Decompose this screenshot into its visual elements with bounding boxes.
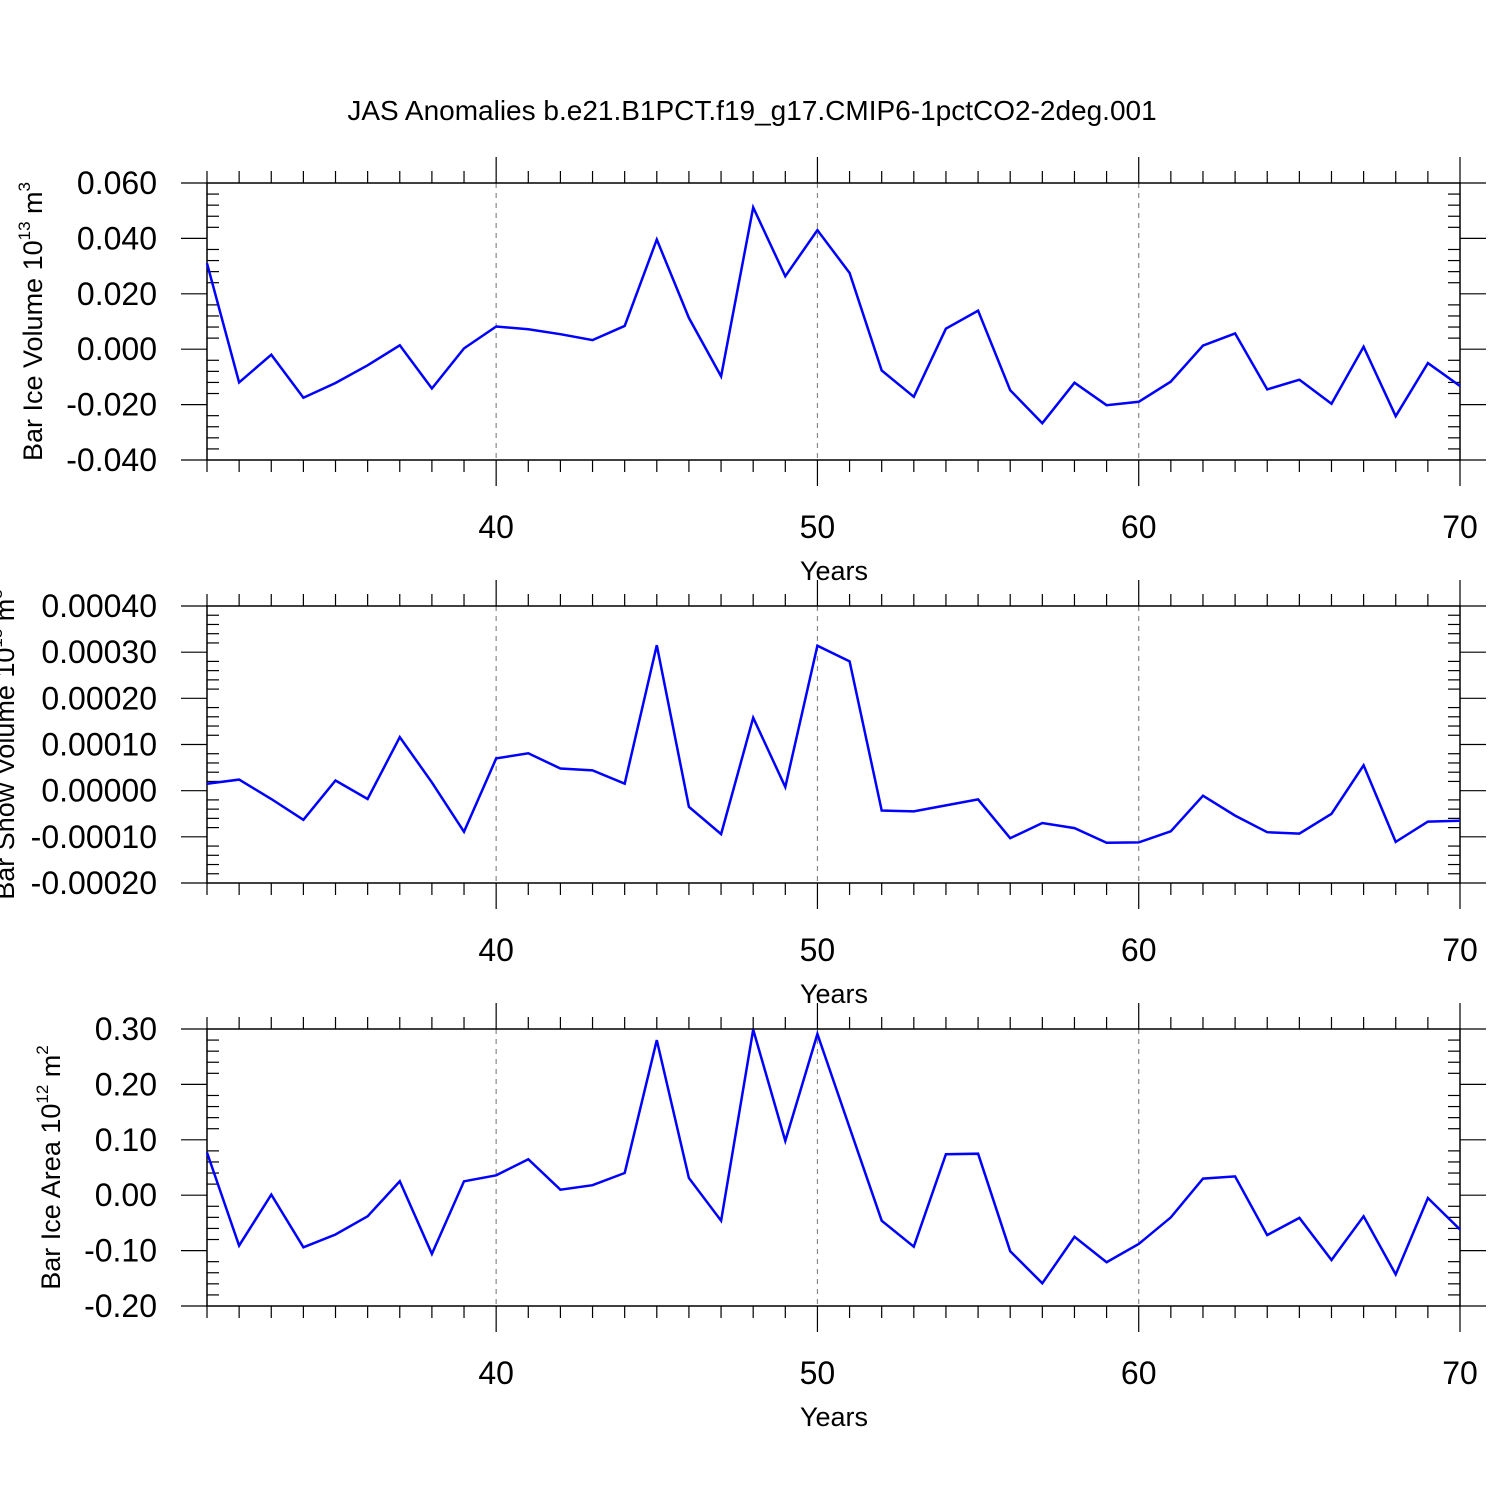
y-tick-label: 0.00030 — [41, 634, 157, 670]
x-tick-label: 70 — [1442, 932, 1478, 968]
panels: -0.040 -0.020 0.000 0.020 0.040 0.060 40 50 60 70… — [0, 157, 1486, 1432]
y-tick-label: -0.020 — [66, 387, 157, 423]
x-tick-label: 50 — [800, 1355, 836, 1391]
series-line — [205, 203, 1461, 426]
y-tick-label: 0.060 — [77, 165, 157, 201]
y-tick-label: 0.00010 — [41, 727, 157, 763]
y-tick-label: -0.00010 — [31, 819, 157, 855]
plot-frame — [206, 1028, 1461, 1307]
y-axis-label-exponent: 3 — [0, 589, 6, 598]
y-axis-label-text: m — [36, 1055, 66, 1085]
y-tick-label: 0.20 — [95, 1066, 157, 1102]
x-tick-label: 70 — [1442, 509, 1478, 545]
y-tick-label: 0.00000 — [41, 773, 157, 809]
y-axis-label-exponent: 2 — [33, 1045, 52, 1054]
y-axis-label: Bar Ice Area 1012 m2 — [33, 1045, 66, 1290]
y-axis-label-exponent: 13 — [0, 629, 6, 648]
panel-3: -0.20 -0.10 0.00 0.10 0.20 0.30 40 50 60 70 Years B… — [33, 1003, 1486, 1432]
y-tick-label: 0.10 — [95, 1122, 157, 1158]
series-line — [205, 1029, 1461, 1286]
y-axis-label-exponent: 3 — [15, 182, 34, 191]
y-axis-label-exponent: 13 — [15, 221, 34, 240]
y-tick-label: 0.00040 — [41, 588, 157, 624]
x-tick-label: 50 — [800, 932, 836, 968]
y-tick-label: 0.000 — [77, 331, 157, 367]
y-tick-label: -0.00020 — [31, 865, 157, 901]
panel-1: -0.040 -0.020 0.000 0.020 0.040 0.060 40 50 60 70… — [15, 157, 1486, 586]
x-tick-label: 40 — [478, 932, 514, 968]
x-tick-label: 50 — [800, 509, 836, 545]
y-tick-label: 0.040 — [77, 220, 157, 256]
y-axis-label: Bar Ice Volume 1013 m3 — [15, 182, 48, 461]
y-tick-label: -0.10 — [84, 1233, 157, 1269]
x-tick-label: 70 — [1442, 1355, 1478, 1391]
y-axis-label-text: m — [0, 599, 20, 629]
y-tick-label: 0.00 — [95, 1177, 157, 1213]
x-axis-label: Years — [800, 979, 868, 1009]
x-axis-label: Years — [800, 1402, 868, 1432]
y-tick-label: -0.20 — [84, 1288, 157, 1324]
x-tick-label: 60 — [1121, 1355, 1157, 1391]
y-axis-label-text: Bar Ice Volume 10 — [18, 240, 48, 461]
x-tick-label: 40 — [478, 1355, 514, 1391]
chart-title: JAS Anomalies b.e21.B1PCT.f19_g17.CMIP6-… — [347, 95, 1156, 126]
y-axis-label-text: Bar Ice Area 10 — [36, 1104, 66, 1290]
x-tick-label: 60 — [1121, 509, 1157, 545]
y-tick-label: 0.30 — [95, 1011, 157, 1047]
series-line — [206, 643, 1461, 845]
y-axis-label: Bar Snow Volume 1013 m3 — [0, 589, 20, 900]
panel-2: -0.00020 -0.00010 0.00000 0.00010 0.00020 0.0… — [0, 580, 1486, 1009]
y-axis-label-text: Bar Snow Volume 10 — [0, 648, 20, 900]
x-tick-label: 60 — [1121, 932, 1157, 968]
y-axis-label-text: m — [18, 191, 48, 221]
y-axis-label-exponent: 12 — [33, 1085, 52, 1104]
y-tick-label: 0.00020 — [41, 680, 157, 716]
plot-frame — [206, 605, 1461, 884]
y-tick-label: -0.040 — [66, 442, 157, 478]
x-axis-label: Years — [800, 556, 868, 586]
plot-frame — [206, 182, 1461, 461]
y-tick-label: 0.020 — [77, 276, 157, 312]
x-tick-label: 40 — [478, 509, 514, 545]
